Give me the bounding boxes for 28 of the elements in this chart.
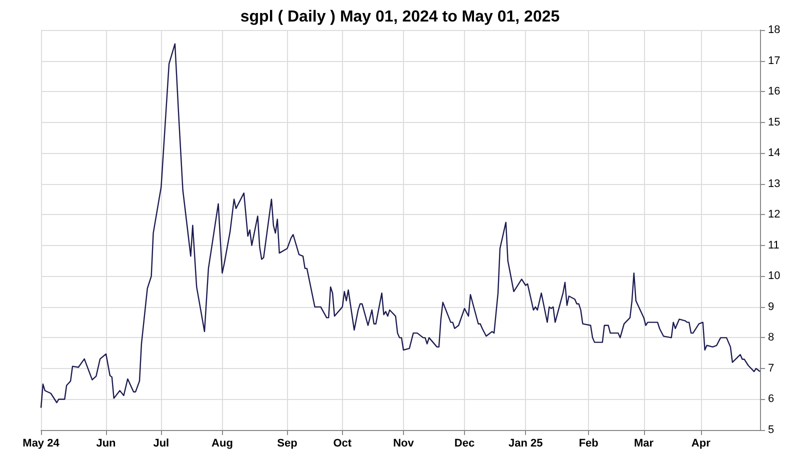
x-tick-label: Sep (277, 438, 298, 450)
line-series (40, 43, 761, 408)
x-tick-label: Apr (691, 438, 712, 450)
x-tick-label: Oct (333, 438, 352, 450)
y-tick-label: 18 (768, 24, 780, 36)
x-tick-label: Feb (578, 438, 599, 450)
y-tick-label: 16 (768, 86, 780, 98)
y-tick-label: 9 (768, 300, 774, 313)
y-tick-label: 5 (768, 424, 774, 436)
chart-title: sgpl ( Daily ) May 01, 2024 to May 01, 2025 (240, 8, 560, 26)
y-tick-label: 12 (768, 208, 780, 221)
x-tick-label: Jun (96, 438, 116, 450)
y-tick-label: 11 (768, 239, 780, 252)
x-tick-label: Dec (454, 438, 475, 450)
y-tick-label: 10 (768, 270, 780, 282)
x-tick-label: Jul (153, 438, 170, 450)
y-tick-label: 8 (768, 332, 774, 344)
y-tick-label: 17 (768, 54, 780, 67)
x-tick-label: May 24 (22, 438, 60, 450)
y-tick-label: 14 (768, 147, 780, 160)
y-tick-label: 7 (768, 362, 774, 374)
y-tick-label: 13 (768, 178, 780, 190)
x-tick-label: Mar (634, 438, 654, 450)
x-tick-label: Jan 25 (508, 438, 543, 450)
y-tick-label: 6 (768, 393, 774, 406)
x-tick-label: Nov (393, 438, 415, 450)
y-tick-label: 15 (768, 116, 780, 128)
x-tick-label: Aug (212, 438, 233, 450)
